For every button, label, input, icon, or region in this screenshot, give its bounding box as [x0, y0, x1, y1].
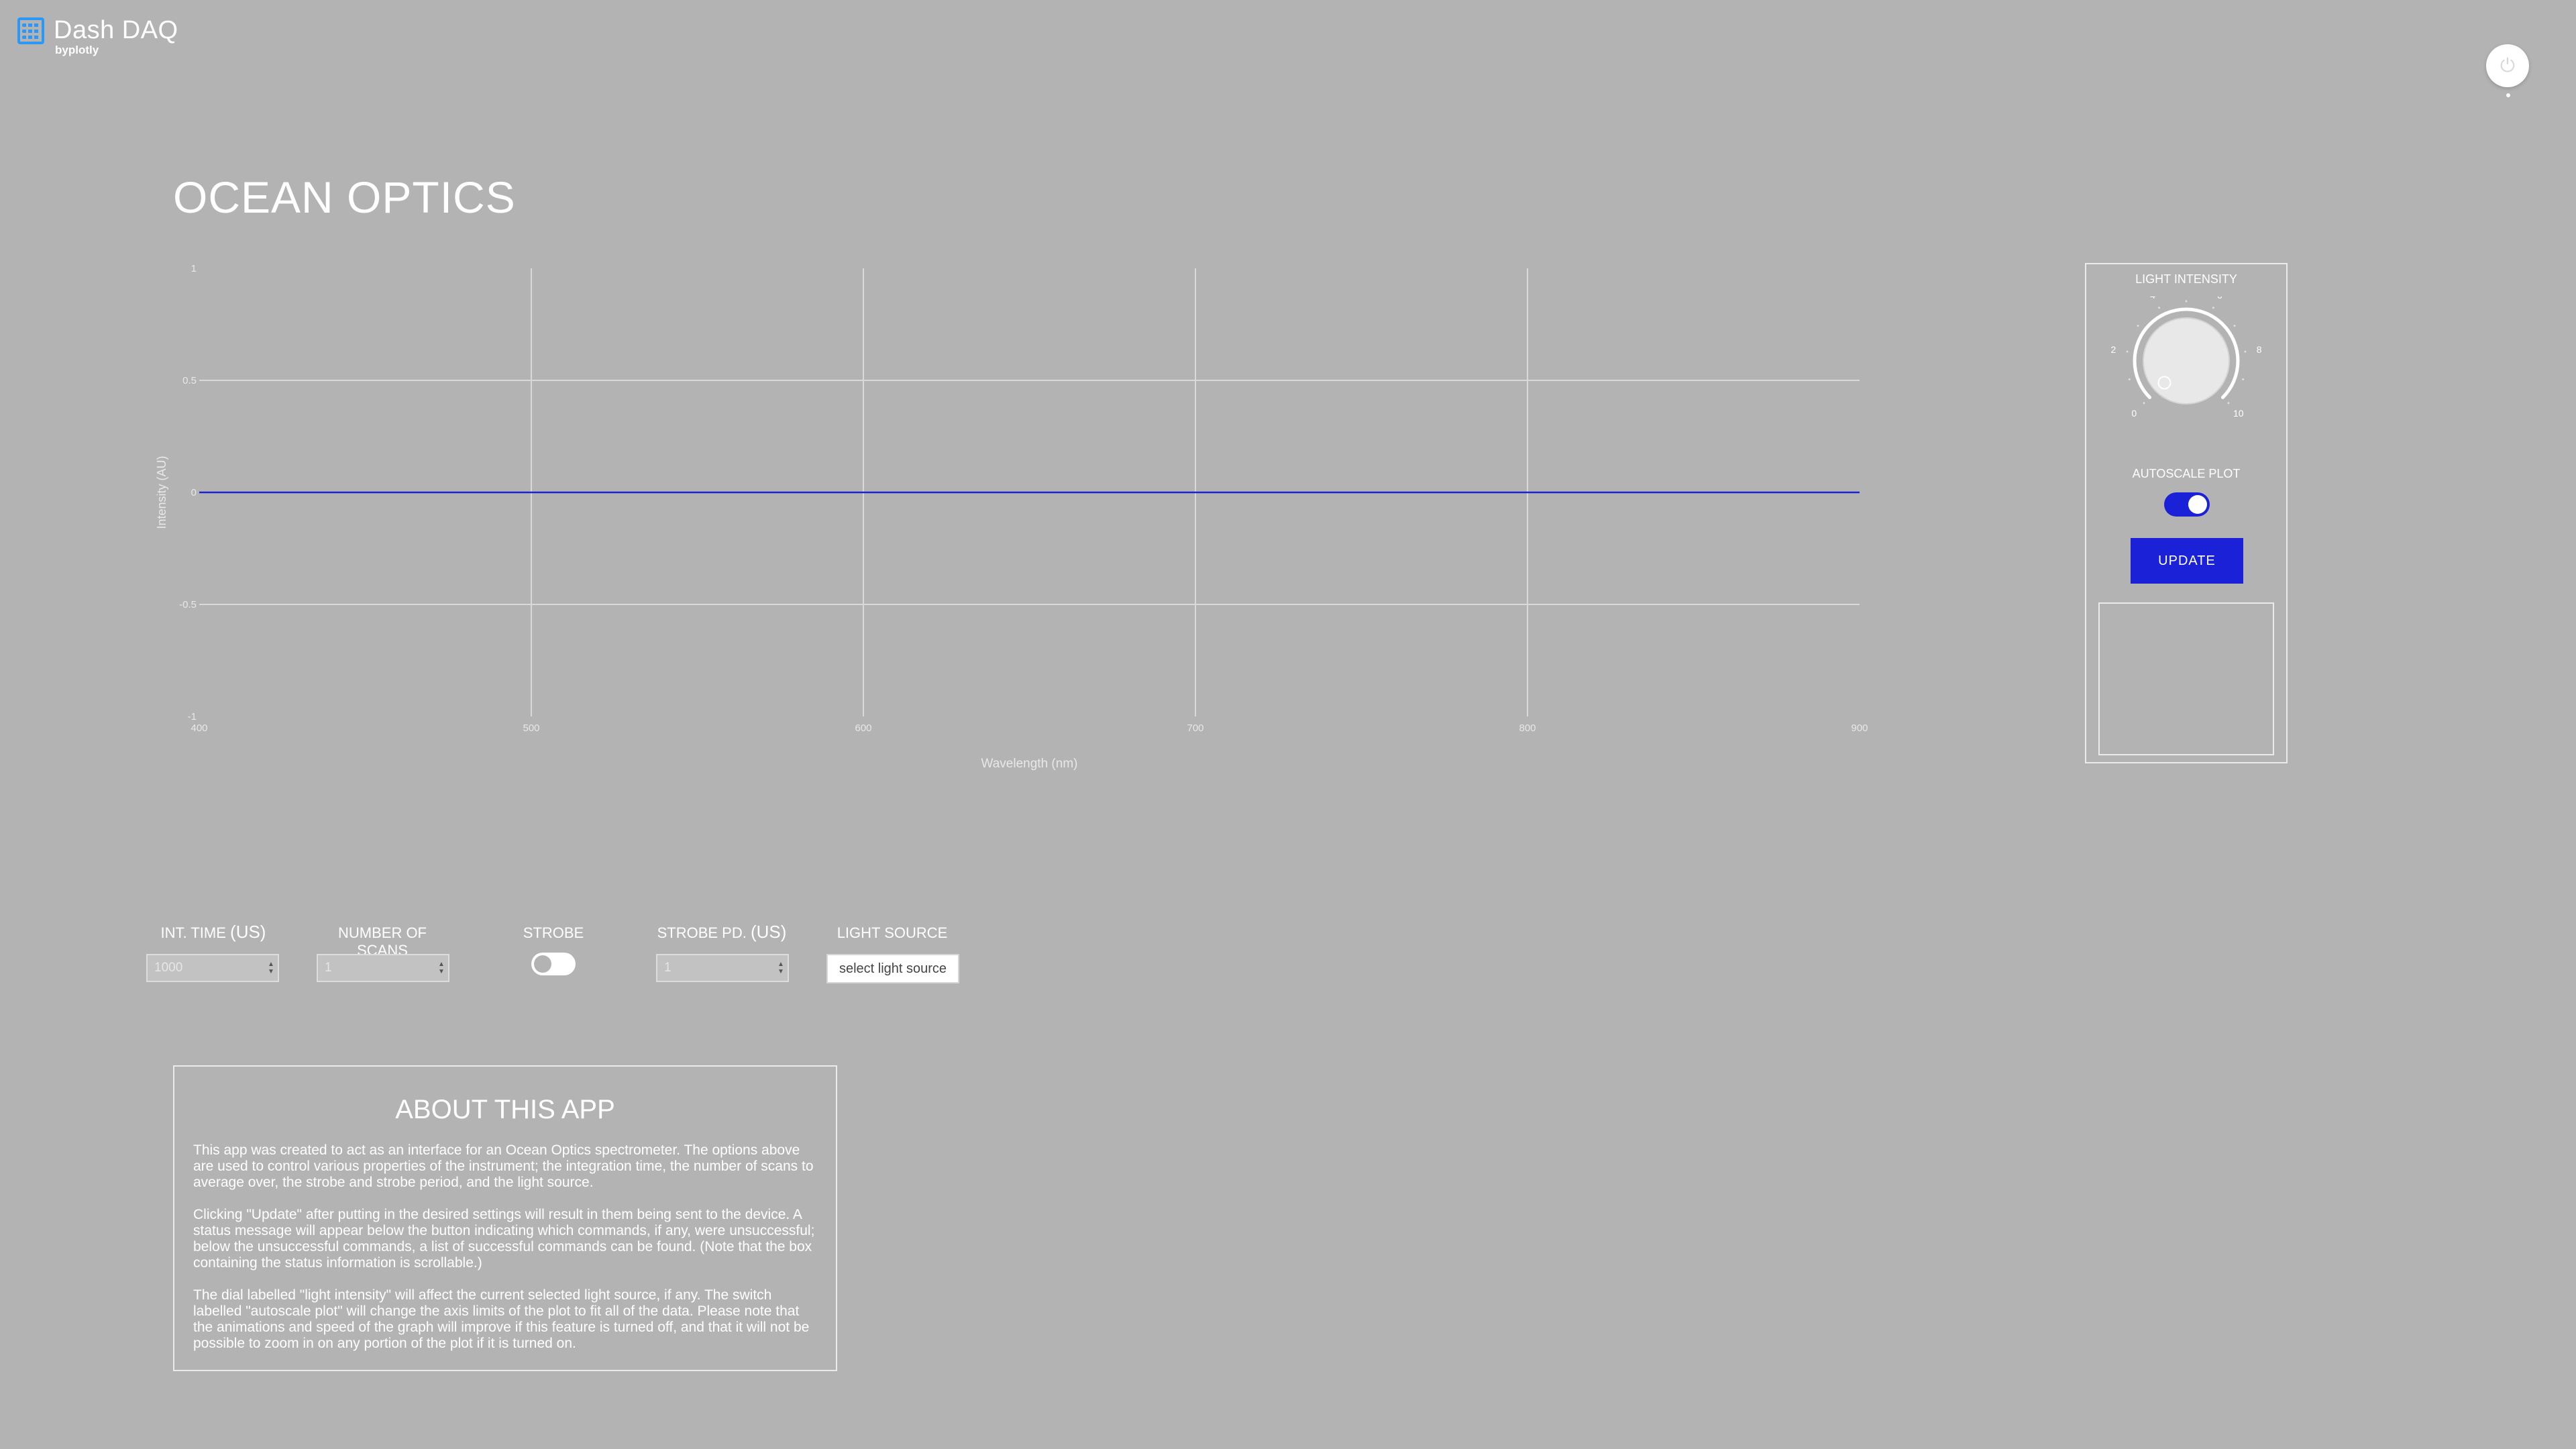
x-tick-label: 700	[1187, 722, 1203, 734]
logo-title: Dash DAQ	[54, 16, 178, 44]
knob-tick-label: 2	[2110, 344, 2116, 355]
power-indicator	[2506, 93, 2510, 97]
knob-tick-label: 4	[2150, 297, 2155, 301]
y-tick-label: -1	[188, 711, 197, 722]
num-scans-value: 1	[325, 961, 332, 975]
control-panel: LIGHT INTENSITY 0 2 4 6 8 10 AUTOSCALE PLOT U…	[2085, 263, 2288, 763]
spectrum-chart[interactable]: 400 500 600 700 800 900 -1 -0.5 0 0.5 1 Wavelength …	[134, 255, 1898, 778]
y-tick-label: 0.5	[182, 375, 197, 386]
knob-tick	[2128, 378, 2131, 381]
int-time-value: 1000	[154, 961, 183, 975]
int-time-label-text: INT. TIME	[160, 924, 226, 941]
logo-subtitle: byplotly	[55, 44, 99, 56]
light-source-label: LIGHT SOURCE	[837, 924, 948, 941]
toggle-knob	[534, 955, 551, 973]
num-scans-label: NUMBER OF SCANS	[338, 924, 427, 959]
int-time-unit: (US)	[230, 922, 266, 942]
autoscale-label: AUTOSCALE PLOT	[2132, 467, 2241, 480]
knob-tick	[2242, 378, 2245, 381]
x-axis-label: Wavelength (nm)	[981, 757, 1078, 771]
knob-dial	[2143, 317, 2230, 405]
chart-svg[interactable]: 400 500 600 700 800 900 -1 -0.5 0 0.5 1 Wavelength …	[134, 255, 1898, 778]
knob-tick-label: 0	[2131, 408, 2137, 419]
y-tick-label: 0	[191, 487, 197, 498]
update-button[interactable]: UPDATE	[2131, 538, 2243, 584]
light-intensity-knob[interactable]: 0 2 4 6 8 10	[2086, 290, 2286, 424]
knob-tick	[2143, 402, 2145, 405]
int-time-stepper[interactable]: ▲ ▼	[268, 961, 274, 975]
knob-tick	[2185, 300, 2188, 303]
int-time-input[interactable]: 1000 ▲ ▼	[146, 954, 279, 982]
power-icon: ⏻	[2500, 54, 2516, 76]
strobe-pd-stepper[interactable]: ▲ ▼	[777, 961, 784, 975]
x-tick-label: 900	[1851, 722, 1868, 734]
dash-daq-logo[interactable]: Dash DAQ byplotly	[17, 17, 178, 56]
strobe-pd-label-text: STROBE PD.	[657, 924, 747, 941]
knob-tick	[2212, 307, 2214, 309]
strobe-pd-unit: (US)	[750, 922, 787, 942]
toggle-knob	[2188, 495, 2207, 514]
knob-tick	[2126, 350, 2129, 353]
y-axis-label: Intensity (AU)	[155, 455, 168, 529]
knob-tick	[2227, 402, 2230, 405]
light-source-select[interactable]: select light source	[826, 954, 959, 983]
x-tick-label: 400	[191, 722, 207, 734]
status-box[interactable]	[2098, 602, 2274, 755]
knob-svg[interactable]: 0 2 4 6 8 10	[2086, 290, 2286, 424]
num-scans-stepper[interactable]: ▲ ▼	[438, 961, 445, 975]
about-paragraph: Clicking "Update" after putting in the d…	[193, 1207, 815, 1271]
y-tick-label: 1	[191, 263, 197, 274]
int-time-label: INT. TIME (US)	[146, 922, 280, 943]
knob-tick-label: 10	[2233, 408, 2244, 419]
waves-logo-icon	[17, 17, 44, 44]
page-title: OCEAN OPTICS	[173, 172, 516, 222]
strobe-pd-input[interactable]: 1 ▲ ▼	[656, 954, 789, 982]
num-scans-input[interactable]: 1 ▲ ▼	[317, 954, 449, 982]
knob-tick-label: 8	[2257, 344, 2262, 355]
light-intensity-label: LIGHT INTENSITY	[2135, 272, 2237, 286]
x-tick-label: 800	[1519, 722, 1536, 734]
x-tick-label: 600	[855, 722, 871, 734]
power-button[interactable]: ⏻	[2486, 44, 2529, 87]
about-paragraph: This app was created to act as an interf…	[193, 1142, 814, 1190]
y-tick-label: -0.5	[179, 599, 197, 610]
logo-text: Dash DAQ byplotly	[54, 17, 178, 56]
knob-tick	[2158, 307, 2161, 309]
knob-indicator	[2157, 376, 2171, 390]
about-title: ABOUT THIS APP	[395, 1095, 615, 1124]
about-paragraph: The dial labelled "light intensity" will…	[193, 1287, 810, 1351]
strobe-pd-value: 1	[664, 961, 672, 975]
autoscale-toggle[interactable]	[2164, 492, 2210, 517]
x-tick-label: 500	[523, 722, 539, 734]
knob-tick	[2244, 350, 2247, 353]
about-box: ABOUT THIS APP This app was created to a…	[173, 1065, 837, 1371]
knob-track	[2133, 307, 2240, 399]
strobe-toggle[interactable]	[531, 953, 576, 975]
knob-tick	[2233, 325, 2236, 327]
strobe-pd-label: STROBE PD. (US)	[655, 922, 789, 943]
strobe-label: STROBE	[523, 924, 584, 941]
knob-tick	[2137, 325, 2139, 327]
knob-tick-label: 6	[2217, 297, 2222, 301]
